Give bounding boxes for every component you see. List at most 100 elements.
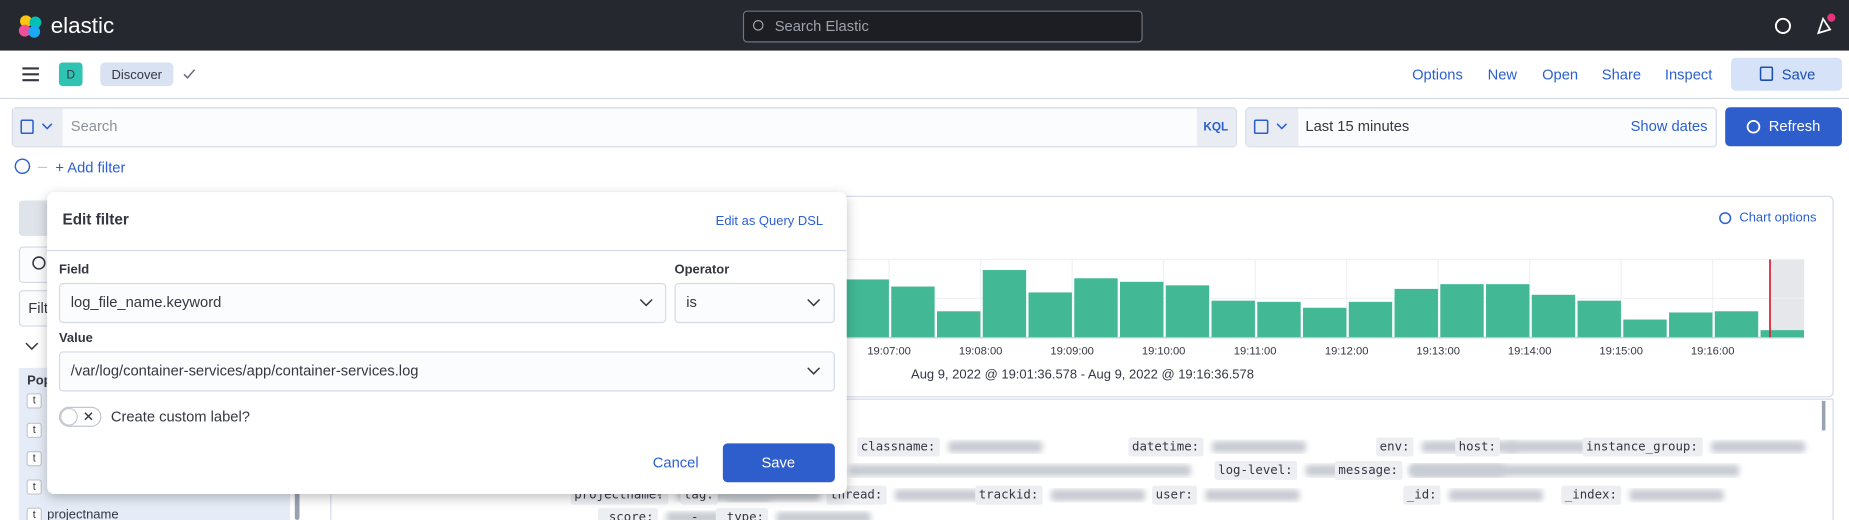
field-label: log-level: <box>1218 463 1293 477</box>
x-tick-label: 19:14:00 <box>1508 345 1552 357</box>
type-badge <box>26 479 42 495</box>
histogram-bar[interactable] <box>1348 301 1393 338</box>
chevron <box>639 298 653 307</box>
menu-link[interactable]: Inspect <box>1665 67 1712 83</box>
global-search[interactable] <box>742 10 1143 43</box>
show-dates[interactable]: Show dates <box>1631 119 1708 135</box>
filter-options-icon[interactable] <box>14 158 31 175</box>
histogram-bar[interactable] <box>1257 301 1301 338</box>
operator-select[interactable] <box>674 282 835 324</box>
menu-link[interactable]: Share <box>1602 67 1641 83</box>
histogram-bar[interactable] <box>1760 330 1804 338</box>
menu-link[interactable]: Options <box>1412 67 1463 83</box>
check-icon <box>183 69 196 79</box>
value-value: /var/log/container-services/app/containe… <box>71 363 419 379</box>
field-label: instance_group: <box>1586 439 1698 453</box>
field-label-bg <box>1152 485 1197 505</box>
logo-icon <box>18 15 42 38</box>
histogram-bar[interactable] <box>1120 281 1164 338</box>
type-icon: t <box>33 424 36 436</box>
field-label-bg <box>1128 437 1204 457</box>
field-select[interactable] <box>58 282 667 324</box>
histogram-bar[interactable] <box>1394 288 1438 338</box>
save-button[interactable] <box>1731 57 1842 91</box>
histogram-bar[interactable] <box>1531 294 1576 338</box>
histogram-bar[interactable] <box>845 279 889 338</box>
histogram-bar[interactable] <box>1074 278 1118 338</box>
redacted-value <box>776 511 871 520</box>
field-label: _id: <box>1407 488 1437 502</box>
histogram-bar[interactable] <box>1714 311 1759 338</box>
chart-options[interactable]: Chart options <box>1739 210 1817 225</box>
space-initial: D <box>66 69 75 82</box>
histogram-bar[interactable] <box>1028 292 1072 338</box>
histogram-bar[interactable] <box>1440 284 1484 338</box>
operator-label: Operator <box>675 261 730 276</box>
saved-query-button[interactable] <box>12 108 63 147</box>
save-label: Save <box>1782 67 1816 83</box>
histogram-bar[interactable] <box>1486 284 1530 338</box>
date-picker <box>1245 107 1717 148</box>
gear-icon <box>1719 212 1732 225</box>
histogram-bar[interactable] <box>982 270 1027 338</box>
redacted-value <box>1448 489 1544 502</box>
histogram-bar[interactable] <box>1623 319 1667 338</box>
x-tick-label: 19:12:00 <box>1325 345 1369 357</box>
query-dsl-link[interactable]: Edit as Query DSL <box>716 213 823 228</box>
field-label-bg <box>1561 485 1622 505</box>
language-switch[interactable] <box>1196 108 1236 147</box>
breadcrumb: Discover <box>112 67 163 82</box>
app-bar <box>0 50 1849 98</box>
breadcrumb-pill[interactable] <box>100 62 174 87</box>
field-label: _type: <box>719 510 764 520</box>
histogram-bar[interactable] <box>1303 307 1347 338</box>
histogram-bar[interactable] <box>1211 300 1255 338</box>
menu-link[interactable]: Open <box>1542 67 1578 83</box>
value-select[interactable] <box>58 351 835 392</box>
add-filter[interactable]: + Add filter <box>55 161 125 177</box>
saved-query-icon <box>20 119 34 135</box>
field-label: env: <box>1380 439 1410 453</box>
x-tick-label: 19:08:00 <box>959 345 1003 357</box>
space-avatar[interactable] <box>58 62 83 87</box>
field-name[interactable]: projectname <box>47 507 118 520</box>
logo-text: elastic <box>51 13 114 38</box>
cancel-button[interactable]: Cancel <box>653 455 699 471</box>
search-icon <box>752 20 764 31</box>
refresh-button[interactable] <box>1725 107 1842 147</box>
save-filter-button[interactable] <box>722 443 835 483</box>
search-icon <box>32 256 46 270</box>
histogram-bar[interactable] <box>1165 285 1210 338</box>
menu-link[interactable]: New <box>1488 67 1518 83</box>
help-icon[interactable] <box>1774 17 1791 34</box>
news-icon[interactable] <box>1816 16 1832 35</box>
chevron <box>1276 123 1288 130</box>
field-label-bg <box>1582 437 1703 457</box>
collapse-icon[interactable] <box>25 342 39 351</box>
redacted-value <box>1711 440 1806 453</box>
histogram-bar[interactable] <box>936 311 981 338</box>
refresh-label: Refresh <box>1769 119 1821 135</box>
redacted-value <box>1629 489 1724 502</box>
field-label-bg <box>1403 485 1441 505</box>
histogram-bar[interactable] <box>1577 300 1621 338</box>
histogram-bar[interactable] <box>891 286 935 338</box>
scrollbar <box>1821 400 1826 431</box>
calendar-icon <box>1253 119 1269 135</box>
operator-value: is <box>686 295 697 311</box>
type-badge <box>26 507 42 520</box>
x-tick-label: 19:15:00 <box>1599 345 1643 357</box>
field-label-bg <box>1334 461 1403 480</box>
redacted-value <box>1211 440 1307 453</box>
custom-label-text: Create custom label? <box>111 409 250 425</box>
histogram-bar[interactable] <box>1669 312 1713 338</box>
menu-toggle[interactable] <box>22 67 39 82</box>
redacted-value <box>894 489 990 502</box>
redacted-value <box>1205 489 1300 502</box>
x-tick-label: 19:13:00 <box>1416 345 1460 357</box>
field-label: classname: <box>861 439 936 453</box>
redacted-value <box>948 440 1043 453</box>
field-label: user: <box>1156 488 1193 502</box>
query-bar <box>11 107 1237 148</box>
news-badge <box>1827 13 1836 22</box>
